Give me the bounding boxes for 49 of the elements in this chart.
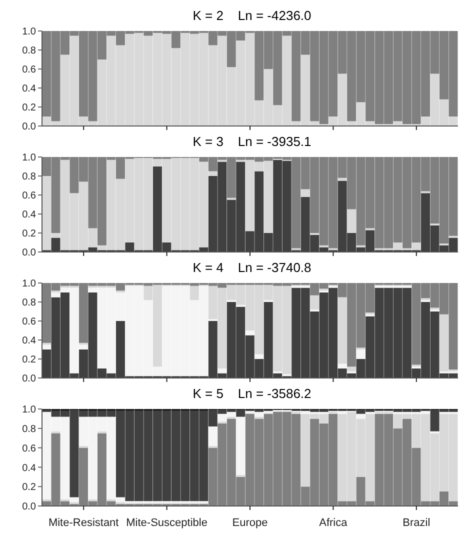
chart-title: K = 5 Ln = -3586.2 [192,386,312,401]
y-tick-label: 0.6 [22,190,36,202]
bar [338,297,347,364]
bar [236,416,246,475]
x-tick-label: Brazil [402,517,430,529]
x-tick-label: Mite-Susceptible [126,517,208,529]
bar [347,366,356,372]
bar [51,292,60,298]
y-tick-label: 0.2 [22,228,36,240]
y-tick-label: 1.0 [22,404,36,416]
bar [338,364,347,368]
y-tick-label: 0.0 [22,374,36,385]
y-tick-label: 1.0 [22,278,36,290]
chart-title: K = 3 Ln = -3935.1 [192,134,312,149]
bar [254,354,264,359]
y-tick-label: 0.8 [22,172,36,183]
y-tick-label: 0.0 [22,502,36,513]
bar [310,295,320,310]
bar [208,426,218,446]
y-tick-label: 0.2 [22,102,36,114]
y-tick-label: 0.2 [22,482,36,494]
bar [218,368,227,374]
bar [347,209,356,233]
chart-title: K = 4 Ln = -3740.8 [192,260,312,275]
x-tick-label: Europe [232,517,268,529]
y-tick-label: 0.2 [22,354,36,366]
y-tick-label: 0.4 [22,462,36,474]
y-tick-label: 0.8 [22,46,36,57]
y-tick-label: 0.8 [22,424,36,435]
y-tick-label: 0.0 [22,248,36,259]
bar [356,414,366,419]
bar [300,189,310,197]
y-tick-label: 0.4 [22,210,36,221]
chart-title: K = 2 Ln = -4236.0 [192,8,312,23]
y-tick-label: 0.6 [22,443,36,454]
x-tick-label: Africa [319,517,348,529]
bar [245,330,254,336]
bar [338,178,347,181]
y-tick-label: 1.0 [22,152,36,164]
y-tick-label: 0.4 [22,84,36,95]
bar [190,286,199,300]
x-tick-label: Mite-Resistant [48,517,119,529]
y-tick-label: 0.0 [22,122,36,133]
y-tick-label: 0.6 [22,64,36,76]
y-tick-label: 0.8 [22,298,36,309]
y-tick-label: 1.0 [22,26,36,38]
y-tick-label: 0.6 [22,316,36,328]
bar [356,350,366,359]
y-tick-label: 0.4 [22,336,36,347]
